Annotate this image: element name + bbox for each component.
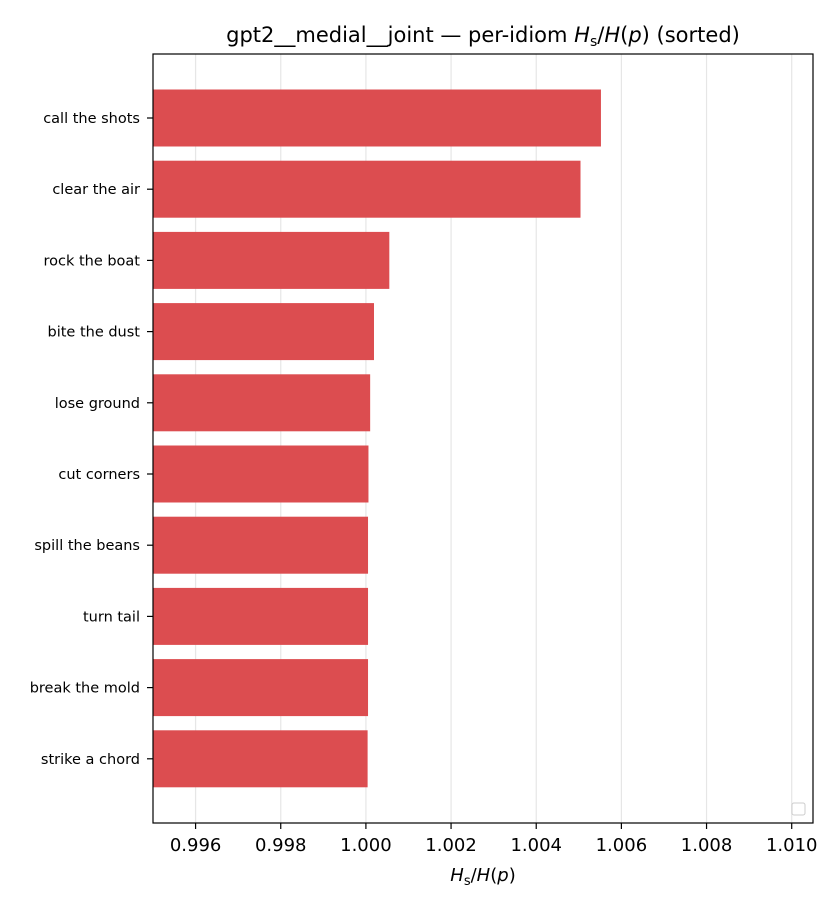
x-tick-label: 1.004	[510, 835, 562, 856]
bar	[153, 516, 369, 574]
legend-box	[791, 802, 806, 816]
chart-title-prefix: gpt2__medial__joint — per-idiom	[226, 23, 574, 48]
category-label: clear the air	[52, 182, 140, 198]
category-label: lose ground	[55, 396, 140, 412]
bar	[153, 659, 369, 717]
bar	[153, 374, 371, 432]
bar	[153, 587, 369, 645]
bars	[153, 89, 601, 788]
bar	[153, 303, 374, 361]
category-label: rock the boat	[43, 253, 140, 269]
x-ticks: 0.996 0.998 1.000 1.002 1.004 1.006 1.008 1.010	[170, 823, 818, 856]
chart-title: gpt2__medial__joint — per-idiom Hs/H(p) …	[226, 23, 740, 50]
category-label: strike a chord	[41, 752, 140, 768]
x-tick-label: 0.998	[255, 835, 307, 856]
y-ticks: call the shots clear the air rock the boat…	[30, 111, 153, 768]
category-label: bite the dust	[48, 325, 141, 341]
bar	[153, 231, 390, 289]
chart-title-suffix: (sorted)	[650, 23, 740, 47]
x-tick-label: 1.002	[425, 835, 477, 856]
bar	[153, 89, 601, 147]
x-tick-label: 1.000	[340, 835, 392, 856]
bar	[153, 160, 581, 218]
x-tick-label: 0.996	[170, 835, 222, 856]
x-tick-label: 1.010	[766, 835, 818, 856]
x-tick-label: 1.006	[596, 835, 648, 856]
x-tick-label: 1.008	[681, 835, 733, 856]
category-label: cut corners	[58, 467, 140, 483]
bar	[153, 445, 369, 503]
category-label: break the mold	[30, 681, 140, 697]
plot-frame	[152, 53, 814, 824]
x-axis-label: Hs/H(p)	[450, 865, 515, 889]
bar	[153, 730, 368, 788]
category-label: call the shots	[43, 111, 140, 127]
category-label: spill the beans	[34, 538, 140, 554]
category-label: turn tail	[83, 609, 140, 625]
